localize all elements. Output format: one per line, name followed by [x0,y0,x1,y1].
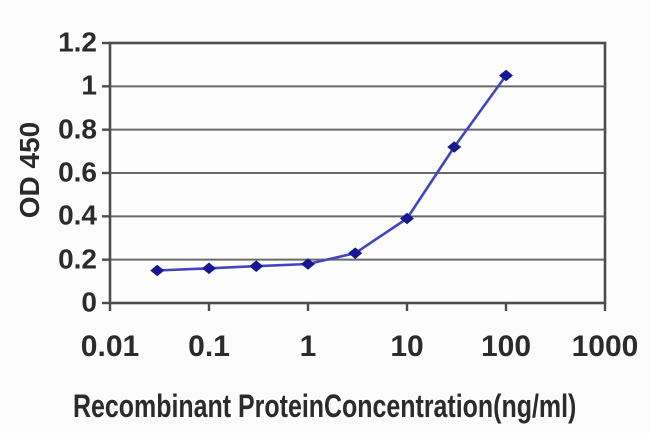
y-tick-label: 1.2 [58,26,97,58]
x-tick-label: 0.01 [80,330,140,363]
data-line [157,74,508,272]
data-point-marker [202,262,216,275]
y-tick-label: 0.4 [58,199,97,231]
y-tick-label: 0.2 [58,243,97,275]
y-axis-title: OD 450 [14,121,45,219]
x-axis-title-text: Recombinant ProteinConcentration(ng/ml) [73,388,577,424]
data-point-marker [301,258,315,270]
data-point-marker [348,247,363,259]
x-tick-label: 1 [299,330,317,363]
data-point-marker [150,264,165,277]
x-tick-label: 0.1 [188,330,230,363]
data-point-marker [447,141,462,153]
x-tick-label: 100 [480,330,532,363]
data-point-marker [400,212,414,225]
x-axis-title: Recombinant ProteinConcentration(ng/ml) [0,389,650,423]
x-tick-label: 1000 [571,330,639,363]
y-tick-label: 0.6 [58,156,97,188]
y-tick-label: 0.8 [58,113,97,145]
y-tick-label: 0 [81,286,97,318]
x-tick-label: 10 [390,330,424,363]
data-point-marker [249,260,264,272]
y-tick-label: 1 [81,69,97,101]
data-point-marker [499,69,513,82]
